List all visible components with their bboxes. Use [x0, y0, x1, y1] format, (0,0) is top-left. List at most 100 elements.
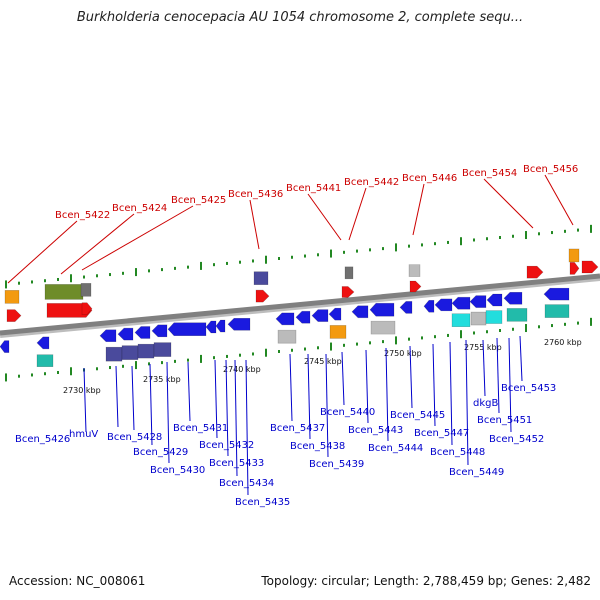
reverse-gene-arrow — [329, 325, 347, 339]
lower-tick-dot — [109, 366, 111, 370]
top-gene-label: Bcen_5456 — [523, 164, 578, 175]
reverse-gene-arrow — [295, 310, 311, 324]
top-gene-label: Bcen_5436 — [228, 189, 283, 200]
lower-tick-dot — [174, 359, 176, 363]
upper-tick-dot — [304, 254, 306, 258]
top-gene-label: Bcen_5425 — [171, 195, 226, 206]
top-gene-label: Bcen_5454 — [462, 168, 517, 179]
reverse-gene-arrow — [434, 298, 453, 312]
upper-tick-dot — [96, 274, 98, 278]
reverse-gene-arrow — [451, 296, 471, 310]
forward-gene-arrow — [46, 303, 93, 318]
reverse-gene-arrow — [506, 308, 528, 322]
upper-tick-dot — [278, 256, 280, 260]
lower-tick-dot — [408, 337, 410, 341]
bottom-leader-line — [83, 367, 87, 433]
lower-tick-dot — [18, 374, 20, 378]
lower-tick-dot — [44, 372, 46, 376]
upper-tick-dot — [577, 228, 579, 232]
forward-gene-arrow — [408, 264, 421, 277]
upper-tick-dot — [200, 261, 202, 270]
bottom-leader-line — [166, 361, 170, 464]
reverse-gene-arrow — [167, 322, 207, 337]
lower-tick-dot — [369, 341, 371, 345]
bottom-gene-label: dkgB — [473, 398, 498, 409]
lower-tick-dot — [187, 358, 189, 362]
upper-tick-dot — [135, 268, 137, 277]
lower-tick-dot — [161, 361, 163, 365]
bottom-gene-label: Bcen_5444 — [368, 443, 423, 454]
lower-tick-dot — [551, 324, 553, 328]
bottom-leader-line — [325, 353, 329, 458]
lower-tick-dot — [343, 343, 345, 347]
upper-tick-dot — [122, 271, 124, 275]
bottom-gene-label: Bcen_5449 — [449, 467, 504, 478]
bottom-leader-line — [307, 353, 311, 440]
reverse-gene-arrow — [215, 319, 226, 333]
top-gene-label: Bcen_5441 — [286, 183, 341, 194]
reverse-gene-arrow — [134, 326, 151, 339]
lower-tick-dot — [239, 353, 241, 357]
lower-tick-dot — [421, 336, 423, 340]
reverse-gene-arrow — [451, 313, 471, 328]
scale-label: 2735 kbp — [143, 375, 181, 384]
forward-gene-arrow — [409, 280, 422, 293]
bottom-gene-label: Bcen_5438 — [290, 441, 345, 452]
upper-tick-dot — [486, 237, 488, 241]
scale-label: 2760 kbp — [544, 338, 582, 347]
upper-tick-dot — [356, 249, 358, 253]
upper-tick-dot — [538, 232, 540, 236]
bottom-gene-label: Bcen_5445 — [390, 410, 445, 421]
upper-tick-dot — [460, 237, 462, 246]
forward-gene-arrow — [344, 266, 354, 280]
lower-tick-dot — [577, 321, 579, 325]
bottom-leader-line — [187, 361, 191, 422]
lower-tick-dot — [5, 373, 7, 382]
lower-tick-dot — [226, 354, 228, 358]
upper-tick-dot — [70, 274, 72, 283]
upper-tick-dot — [57, 277, 59, 281]
upper-tick-dot — [44, 279, 46, 283]
bottom-gene-label: Bcen_5443 — [348, 425, 403, 436]
bottom-gene-label: Bcen_5439 — [309, 459, 364, 470]
bottom-gene-label: Bcen_5431 — [173, 423, 228, 434]
reverse-gene-arrow — [36, 354, 54, 368]
bottom-leader-line — [519, 335, 523, 382]
upper-tick-dot — [213, 263, 215, 267]
upper-tick-dot — [551, 231, 553, 235]
reverse-gene-arrow — [544, 304, 570, 318]
upper-tick-dot — [512, 234, 514, 238]
reverse-gene-arrow — [153, 342, 172, 357]
top-leader-line — [348, 187, 367, 241]
top-leader-line — [81, 205, 194, 271]
upper-tick-dot — [187, 265, 189, 269]
lower-tick-dot — [590, 317, 592, 326]
upper-tick-dot — [434, 242, 436, 246]
upper-tick-dot — [226, 261, 228, 265]
bottom-leader-line — [496, 337, 500, 414]
reverse-gene-arrow — [351, 305, 369, 319]
reverse-gene-arrow — [36, 336, 50, 350]
forward-gene-arrow — [80, 283, 92, 297]
reverse-gene-arrow — [205, 320, 217, 334]
bottom-leader-line — [245, 359, 249, 496]
lower-tick-dot — [473, 331, 475, 335]
bottom-leader-line — [214, 359, 218, 439]
bottom-leader-line — [341, 351, 345, 406]
forward-gene-arrow — [581, 260, 599, 274]
reverse-gene-arrow — [369, 302, 395, 317]
upper-tick-dot — [18, 281, 20, 285]
bottom-leader-line — [149, 363, 153, 446]
bottom-leader-line — [409, 345, 413, 409]
reverse-gene-arrow — [277, 329, 297, 344]
reverse-gene-arrow — [328, 307, 342, 321]
bottom-leader-line — [131, 365, 135, 431]
bottom-gene-label: Bcen_5430 — [150, 465, 205, 476]
lower-tick-dot — [135, 361, 137, 370]
lower-tick-dot — [57, 370, 59, 374]
upper-tick-dot — [148, 269, 150, 273]
upper-tick-dot — [447, 240, 449, 244]
upper-tick-dot — [109, 273, 111, 277]
top-gene-label: Bcen_5422 — [55, 210, 110, 221]
